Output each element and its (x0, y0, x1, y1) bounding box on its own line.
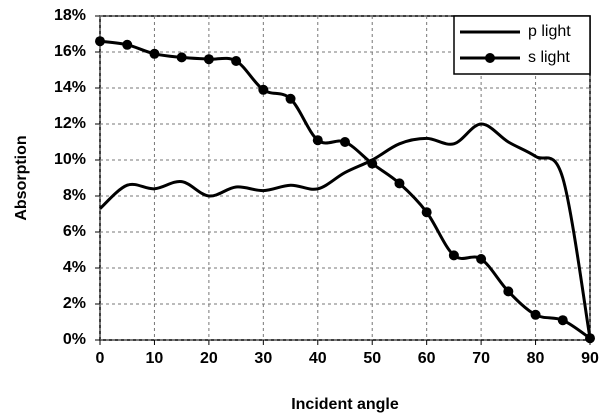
x-tick-label: 0 (96, 350, 105, 367)
series-marker (176, 52, 187, 63)
x-tick-label: 50 (363, 350, 381, 367)
y-tick-label: 14% (54, 79, 86, 96)
series-marker (585, 333, 595, 344)
series-marker (340, 137, 350, 147)
series-marker (557, 315, 568, 326)
x-tick-label: 40 (309, 350, 327, 367)
y-tick-label: 12% (54, 115, 86, 132)
series-marker (95, 36, 105, 47)
series-marker (231, 56, 242, 66)
x-tick-label: 60 (418, 350, 436, 367)
series-marker (312, 135, 323, 146)
y-axis-label: Absorption (13, 135, 30, 220)
x-tick-label: 20 (200, 350, 218, 367)
series-marker (258, 84, 269, 95)
y-tick-label: 4% (63, 259, 86, 276)
legend-label: s light (528, 49, 570, 66)
x-tick-label: 90 (581, 350, 599, 367)
series-marker (149, 48, 160, 59)
series-marker (203, 54, 214, 65)
y-tick-label: 0% (63, 331, 86, 348)
series-marker (394, 178, 405, 189)
legend-label: p light (528, 23, 571, 40)
series-marker (122, 39, 133, 50)
series-marker (530, 309, 541, 320)
series-marker (367, 158, 378, 169)
series-marker (448, 250, 459, 261)
series-line (98, 122, 592, 339)
y-tick-label: 16% (54, 43, 86, 60)
series-marker (476, 254, 487, 264)
series-line (99, 39, 591, 340)
y-tick-label: 2% (63, 295, 86, 312)
y-tick-label: 6% (63, 223, 86, 240)
legend-box (453, 15, 591, 75)
x-tick-label: 70 (472, 350, 490, 367)
x-tick-label: 80 (527, 350, 545, 367)
x-tick-label: 10 (146, 350, 164, 367)
series-marker (503, 286, 514, 297)
y-tick-label: 18% (54, 7, 86, 24)
x-tick-label: 30 (254, 350, 272, 367)
y-tick-label: 10% (54, 151, 86, 168)
series-marker (421, 207, 432, 218)
legend-marker (485, 53, 495, 63)
x-axis-label: Incident angle (291, 396, 399, 413)
y-tick-label: 8% (63, 187, 86, 204)
series-marker (285, 93, 296, 104)
